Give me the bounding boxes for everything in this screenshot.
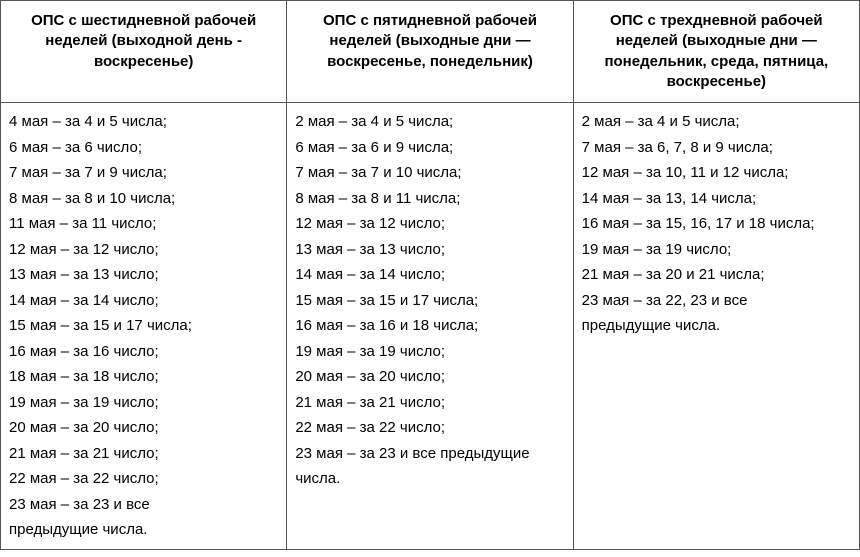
cell-line: 16 мая – за 16 число; [9,339,278,365]
cell-line: 21 мая – за 21 число; [295,390,564,416]
column-header-6day: ОПС с шестидневной рабочей неделей (выхо… [1,1,287,103]
cell-5day: 2 мая – за 4 и 5 числа;6 мая – за 6 и 9 … [287,103,573,550]
cell-line: предыдущие числа. [9,517,278,543]
cell-line: 20 мая – за 20 число; [9,415,278,441]
cell-line: 22 мая – за 22 число; [295,415,564,441]
cell-line: 12 мая – за 12 число; [295,211,564,237]
cell-3day: 2 мая – за 4 и 5 числа;7 мая – за 6, 7, … [573,103,859,550]
schedule-table: ОПС с шестидневной рабочей неделей (выхо… [0,0,860,550]
cell-line: 8 мая – за 8 и 11 числа; [295,186,564,212]
cell-line: 2 мая – за 4 и 5 числа; [582,109,851,135]
cell-line: 12 мая – за 12 число; [9,237,278,263]
cell-line: 20 мая – за 20 число; [295,364,564,390]
column-header-5day: ОПС с пятидневной рабочей неделей (выход… [287,1,573,103]
cell-line: 19 мая – за 19 число; [582,237,851,263]
cell-line: 19 мая – за 19 число; [9,390,278,416]
cell-line: 7 мая – за 6, 7, 8 и 9 числа; [582,135,851,161]
table-row: 4 мая – за 4 и 5 числа;6 мая – за 6 числ… [1,103,860,550]
cell-line: 18 мая – за 18 число; [9,364,278,390]
cell-line: 23 мая – за 23 и все [9,492,278,518]
cell-line: 6 мая – за 6 и 9 числа; [295,135,564,161]
cell-line: 12 мая – за 10, 11 и 12 числа; [582,160,851,186]
column-header-3day: ОПС с трехдневной рабочей неделей (выход… [573,1,859,103]
cell-line: 6 мая – за 6 число; [9,135,278,161]
cell-line: 21 мая – за 20 и 21 числа; [582,262,851,288]
cell-line: 15 мая – за 15 и 17 числа; [295,288,564,314]
cell-line: 14 мая – за 14 число; [9,288,278,314]
cell-line: 14 мая – за 13, 14 числа; [582,186,851,212]
cell-line: 14 мая – за 14 число; [295,262,564,288]
cell-6day: 4 мая – за 4 и 5 числа;6 мая – за 6 числ… [1,103,287,550]
cell-line: 13 мая – за 13 число; [9,262,278,288]
table-header-row: ОПС с шестидневной рабочей неделей (выхо… [1,1,860,103]
cell-line: числа. [295,466,564,492]
cell-line: 16 мая – за 16 и 18 числа; [295,313,564,339]
cell-line: 22 мая – за 22 число; [9,466,278,492]
cell-line: 11 мая – за 11 число; [9,211,278,237]
cell-line: 15 мая – за 15 и 17 числа; [9,313,278,339]
cell-line: 19 мая – за 19 число; [295,339,564,365]
cell-line: 23 мая – за 22, 23 и все [582,288,851,314]
cell-line: предыдущие числа. [582,313,851,339]
cell-line: 23 мая – за 23 и все предыдущие [295,441,564,467]
cell-line: 7 мая – за 7 и 9 числа; [9,160,278,186]
cell-line: 8 мая – за 8 и 10 числа; [9,186,278,212]
cell-line: 4 мая – за 4 и 5 числа; [9,109,278,135]
cell-line: 16 мая – за 15, 16, 17 и 18 числа; [582,211,851,237]
cell-line: 21 мая – за 21 число; [9,441,278,467]
cell-line: 2 мая – за 4 и 5 числа; [295,109,564,135]
cell-line: 13 мая – за 13 число; [295,237,564,263]
cell-line: 7 мая – за 7 и 10 числа; [295,160,564,186]
